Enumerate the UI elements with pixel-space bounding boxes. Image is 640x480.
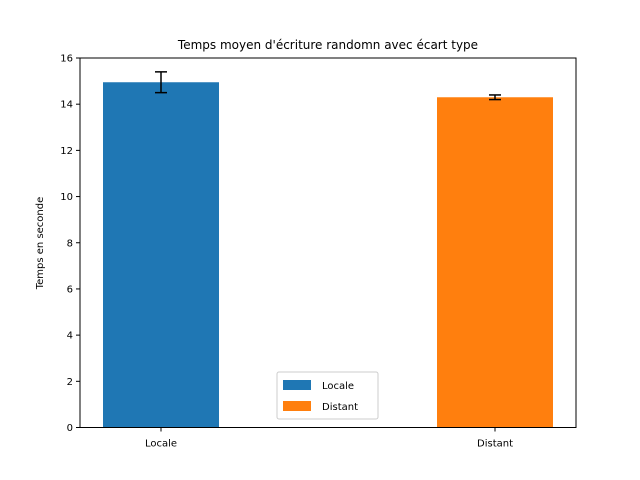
error-bar-distant [489,94,501,101]
plot-frame [79,57,577,428]
chart-title: Temps moyen d'écriture randomn avec écar… [177,38,478,52]
x-tick-label-locale: Locale [145,439,177,450]
legend-swatch-distant [283,401,311,411]
y-tick-label-14: 14 [60,100,73,111]
bars-group [103,82,553,428]
y-axis: 0 2 4 6 8 10 12 14 16 [60,54,80,434]
legend-swatch-locale [283,380,311,390]
error-bar-locale [155,71,167,94]
x-axis: Locale Distant [145,427,513,450]
legend-label-locale: Locale [322,381,354,392]
y-tick-label-8: 8 [67,238,73,249]
y-tick-label-4: 4 [67,331,73,342]
y-tick-label-10: 10 [60,192,73,203]
y-tick-label-0: 0 [67,423,73,434]
y-tick-label-6: 6 [67,284,73,295]
bar-locale [103,82,219,428]
legend-label-distant: Distant [322,402,358,413]
legend: Locale Distant [276,371,379,420]
bar-distant [437,97,553,428]
y-tick-label-12: 12 [60,146,73,157]
y-tick-label-2: 2 [67,377,73,388]
y-axis-label: Temps en seconde [35,197,46,291]
y-tick-label-16: 16 [60,54,73,65]
x-tick-label-distant: Distant [477,439,513,450]
error-bars-group [155,71,501,101]
